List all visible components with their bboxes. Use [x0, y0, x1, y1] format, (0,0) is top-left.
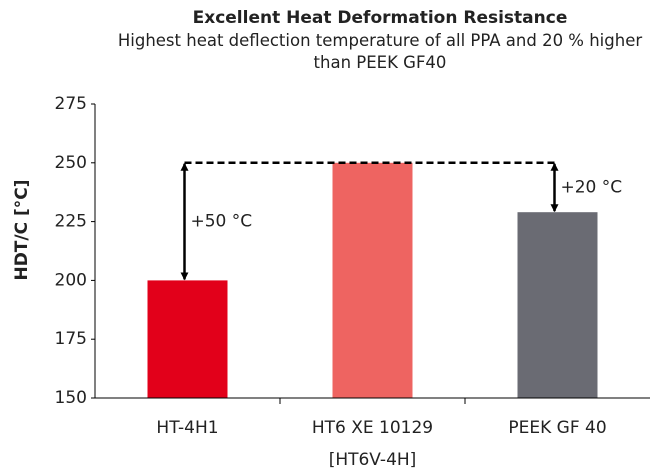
y-tick-label: 150 [55, 388, 87, 408]
x-tick-label: PEEK GF 40 [508, 418, 606, 438]
x-tick-label: HT6 XE 10129 [HT6V-4H] [312, 418, 433, 470]
y-tick-label: 175 [55, 329, 87, 349]
bar [332, 162, 413, 398]
chart-subtitle: Highest heat deflection temperature of a… [117, 31, 643, 72]
annotation: +20 °C [561, 177, 623, 197]
annotation: +50 °C [191, 212, 253, 232]
x-tick-label: HT-4H1 [156, 418, 218, 438]
chart-title: Excellent Heat Deformation Resistance [192, 8, 568, 28]
header: Excellent Heat Deformation Resistance Hi… [110, 8, 650, 74]
bar [517, 212, 598, 398]
y-tick-label: 200 [55, 270, 87, 290]
y-tick-label: 225 [55, 212, 87, 232]
y-tick-label: 250 [55, 153, 87, 173]
y-axis-label: HDT/C [°C] [12, 179, 32, 280]
y-tick-label: 275 [55, 94, 87, 114]
bar [147, 280, 228, 398]
